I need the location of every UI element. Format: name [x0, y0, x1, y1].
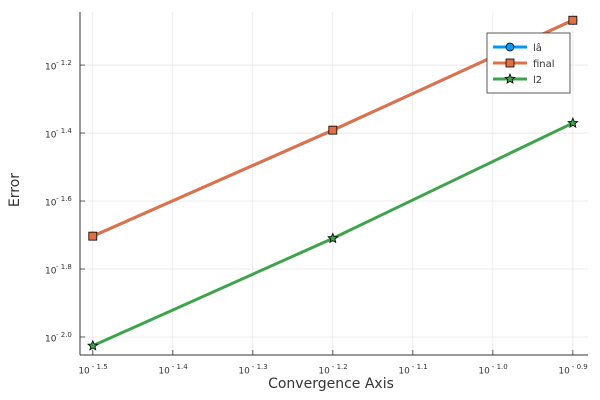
legend-label: lâ	[533, 42, 542, 54]
legend-label: l2	[533, 75, 542, 86]
y-tick-exponent: - 1.6	[56, 195, 72, 203]
marker	[328, 125, 338, 135]
y-tick-label: 10	[45, 63, 57, 73]
x-tick-exponent: - 1.2	[332, 363, 348, 371]
marker	[568, 15, 578, 25]
legend-marker	[505, 42, 515, 52]
y-tick-label: 10	[45, 131, 57, 141]
x-tick-exponent: - 1.5	[92, 363, 108, 371]
marker	[88, 231, 98, 241]
legend: lâ final l2	[486, 32, 571, 94]
y-tick-exponent: - 2.0	[56, 331, 72, 339]
x-tick-label: 10	[398, 367, 410, 377]
x-tick-exponent: - 1.1	[412, 363, 428, 371]
x-tick-label: 10	[78, 367, 90, 377]
x-tick-label: 10	[158, 367, 170, 377]
y-tick-exponent: - 1.2	[56, 59, 72, 67]
y-axis-title: Error	[7, 173, 23, 207]
x-tick-label: 10	[238, 367, 250, 377]
x-tick-label: 10	[558, 367, 570, 377]
y-tick-exponent: - 1.4	[56, 127, 72, 135]
x-tick-label: 10	[318, 367, 330, 377]
y-tick-label: 10	[45, 266, 57, 276]
x-tick-exponent: - 1.0	[492, 363, 508, 371]
x-tick-label: 10	[478, 367, 490, 377]
marker	[567, 117, 579, 128]
x-tick-exponent: - 1.3	[252, 363, 268, 371]
marker	[87, 339, 99, 351]
legend-marker	[504, 72, 516, 84]
y-tick-label: 10	[45, 334, 57, 344]
x-axis-title: Convergence Axis	[268, 376, 394, 392]
y-tick-exponent: - 1.8	[56, 263, 72, 271]
legend-marker	[505, 58, 515, 68]
x-tick-exponent: - 1.4	[172, 363, 188, 371]
x-tick-exponent: - 0.9	[572, 363, 588, 371]
y-tick-label: 10	[45, 199, 57, 209]
legend-label: final	[533, 59, 555, 70]
marker	[327, 232, 339, 244]
